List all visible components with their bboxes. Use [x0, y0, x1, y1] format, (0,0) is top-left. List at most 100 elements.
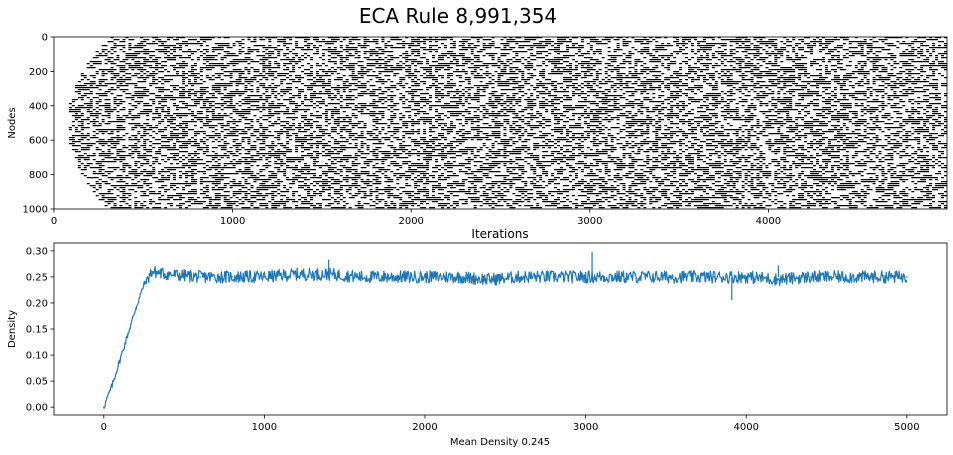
- heatmap-cell-run: [756, 157, 766, 159]
- heatmap-cell-run: [911, 61, 930, 63]
- heatmap-cell-run: [917, 155, 930, 157]
- heatmap-cell-run: [342, 119, 346, 121]
- heatmap-cell-run: [717, 143, 742, 145]
- heatmap-cell-run: [158, 179, 171, 181]
- heatmap-cell-run: [187, 161, 197, 163]
- heatmap-cell-run: [685, 159, 694, 161]
- heatmap-cell-run: [533, 137, 546, 139]
- heatmap-cell-run: [98, 143, 108, 145]
- heatmap-cell-run: [521, 145, 528, 147]
- heatmap-cell-run: [813, 169, 817, 171]
- heatmap-cell-run: [134, 107, 138, 109]
- heatmap-cell-run: [735, 145, 739, 147]
- heatmap-cell-run: [622, 145, 629, 147]
- heatmap-cell-run: [351, 163, 361, 165]
- heatmap-cell-run: [494, 117, 498, 119]
- heatmap-cell-run: [595, 127, 602, 129]
- heatmap-cell-run: [161, 79, 174, 81]
- heatmap-cell-run: [265, 159, 269, 161]
- heatmap-cell-run: [301, 83, 305, 85]
- heatmap-cell-run: [554, 147, 558, 149]
- heatmap-cell-run: [259, 157, 263, 159]
- heatmap-cell-run: [545, 109, 549, 111]
- heatmap-cell-run: [741, 145, 748, 147]
- heatmap-cell-run: [336, 169, 343, 171]
- heatmap-cell-run: [598, 141, 608, 143]
- heatmap-cell-run: [649, 37, 653, 39]
- heatmap-cell-run: [661, 179, 671, 181]
- heatmap-cell-run: [372, 101, 382, 103]
- heatmap-cell-run: [804, 133, 825, 135]
- heatmap-cell-run: [905, 77, 909, 79]
- heatmap-cell-run: [77, 165, 81, 167]
- heatmap-cell-run: [607, 135, 614, 137]
- heatmap-cell-run: [735, 179, 739, 181]
- heatmap-cell-run: [295, 41, 299, 43]
- heatmap-cell-run: [494, 47, 501, 49]
- heatmap-cell-run: [128, 111, 132, 113]
- heatmap-cell-run: [461, 105, 465, 107]
- heatmap-cell-run: [253, 75, 266, 77]
- heatmap-cell-run: [274, 77, 278, 79]
- heatmap-cell-run: [869, 159, 873, 161]
- heatmap-cell-run: [685, 89, 694, 91]
- heatmap-cell-run: [250, 105, 260, 107]
- heatmap-cell-run: [235, 89, 239, 91]
- heatmap-cell-run: [500, 71, 507, 73]
- heatmap-cell-run: [158, 51, 171, 53]
- heatmap-cell-run: [819, 139, 825, 141]
- heatmap-cell-run: [580, 115, 584, 117]
- heatmap-cell-run: [646, 157, 650, 159]
- heatmap-cell-run: [196, 59, 200, 61]
- heatmap-cell-run: [679, 49, 686, 51]
- heatmap-cell-run: [330, 137, 334, 139]
- heatmap-cell-run: [533, 147, 540, 149]
- heatmap-cell-run: [289, 61, 302, 63]
- heatmap-cell-run: [807, 91, 820, 93]
- heatmap-cell-run: [503, 45, 510, 47]
- heatmap-cell-run: [107, 61, 114, 63]
- heatmap-cell-run: [565, 131, 572, 133]
- heatmap-cell-run: [836, 167, 843, 169]
- heatmap-cell-run: [711, 55, 715, 57]
- heatmap-cell-run: [679, 129, 683, 131]
- heatmap-cell-run: [220, 97, 233, 99]
- heatmap-cell-run: [414, 181, 424, 183]
- heatmap-cell-run: [938, 161, 942, 163]
- heatmap-cell-run: [411, 63, 415, 65]
- heatmap-cell-run: [845, 145, 855, 147]
- heatmap-cell-run: [542, 117, 546, 119]
- heatmap-cell-run: [542, 69, 546, 71]
- heatmap-cell-run: [720, 71, 724, 73]
- heatmap-cell-run: [402, 125, 409, 127]
- heatmap-cell-run: [324, 121, 328, 123]
- heatmap-cell-run: [125, 117, 141, 119]
- heatmap-cell-run: [747, 53, 763, 55]
- heatmap-cell-run: [929, 143, 936, 145]
- heatmap-cell-run: [705, 43, 727, 45]
- heatmap-cell-run: [232, 43, 236, 45]
- heatmap-cell-run: [202, 63, 206, 65]
- heatmap-cell-run: [122, 135, 126, 137]
- heatmap-cell-run: [375, 127, 379, 129]
- heatmap-cell-run: [134, 137, 138, 139]
- heatmap-cell-run: [720, 45, 727, 47]
- heatmap-cell-run: [789, 129, 799, 131]
- heatmap-cell-run: [571, 147, 584, 149]
- heatmap-cell-run: [378, 71, 394, 73]
- heatmap-cell-run: [688, 153, 700, 155]
- heatmap-cell-run: [411, 109, 421, 111]
- heatmap-cell-run: [586, 135, 590, 137]
- heatmap-cell-run: [595, 149, 599, 151]
- heatmap-cell-run: [720, 55, 733, 57]
- heatmap-cell-run: [220, 131, 224, 133]
- heatmap-cell-run: [524, 67, 534, 69]
- heatmap-cell-run: [923, 59, 930, 61]
- heatmap-cell-run: [821, 151, 840, 153]
- heatmap-cell-run: [435, 91, 441, 93]
- heatmap-cell-run: [271, 141, 275, 143]
- heatmap-cell-run: [119, 109, 126, 111]
- heatmap-cell-run: [408, 87, 412, 89]
- heatmap-cell-run: [268, 45, 272, 47]
